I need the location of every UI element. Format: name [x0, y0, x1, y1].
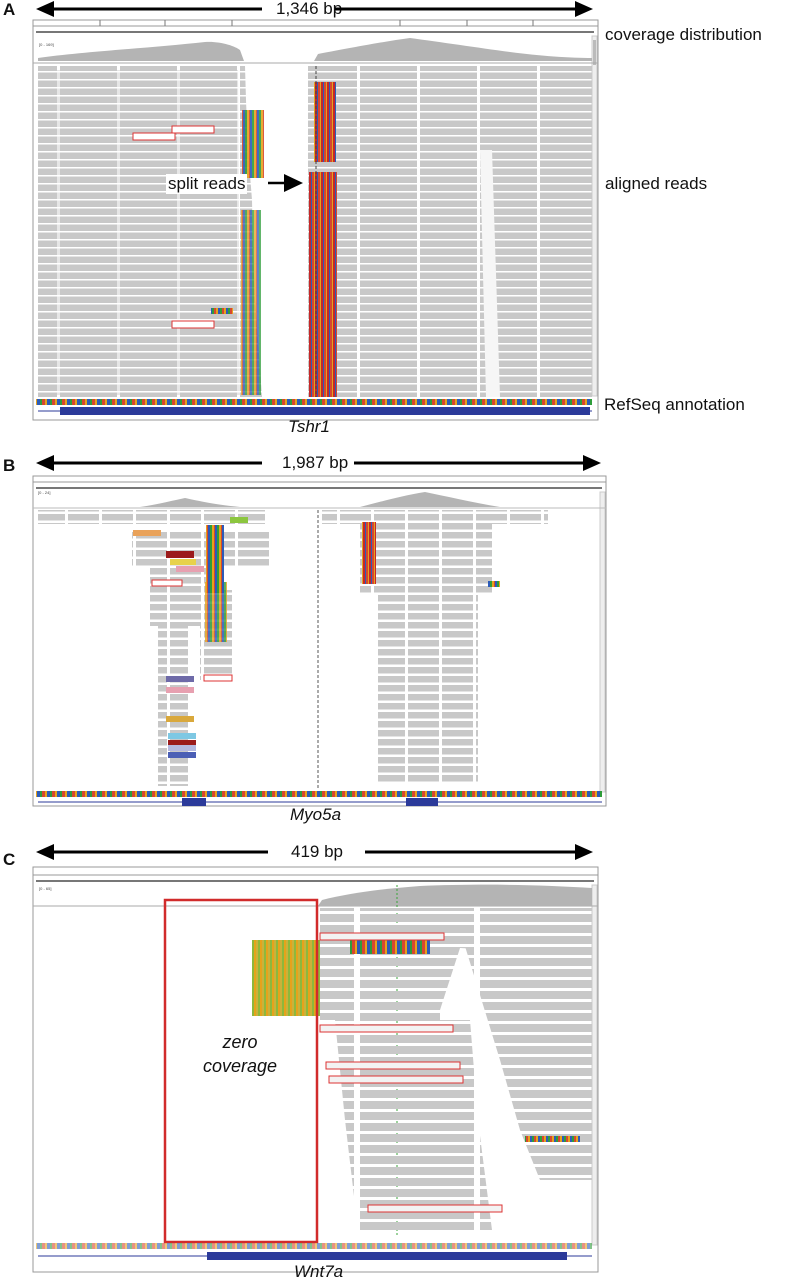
panel-c-zero-word: zero [222, 1032, 258, 1052]
panel-a-reads-right [308, 66, 592, 397]
panel-c-gene-name: Wnt7a [294, 1262, 344, 1281]
panel-b-gene-name: Myo5a [290, 805, 342, 824]
panel-b-igv-frame [32, 475, 607, 807]
panel-c-span-label: 419 bp [285, 842, 349, 862]
panel-b-sequence-track [36, 791, 602, 797]
panel-c-mismatch-read [525, 1136, 580, 1142]
panel-a-outlined-read [171, 125, 215, 134]
panel-c-coverage-track [318, 884, 592, 906]
panel-c-span-arrow [36, 844, 593, 860]
panel-c-split-reads-right [350, 940, 430, 954]
panel-c-range-label: [0 - 65] [39, 886, 52, 891]
panel-a-letter: A [3, 0, 16, 19]
panel-b-split-reads-right [362, 522, 376, 584]
panel-a-split-reads-right-top [314, 82, 336, 162]
panel-b-span-arrow [36, 455, 601, 471]
panel-a-range-label: [0 - 169] [39, 42, 54, 47]
panel-a-split-reads-left [242, 110, 264, 178]
panel-a-coverage-track [38, 38, 592, 61]
panel-b-gene-exon [182, 798, 206, 806]
panel-a-coverage-label: coverage distribution [605, 25, 762, 44]
panel-b-range-label: [0 - 24] [38, 490, 51, 495]
panel-b-reads-left [38, 510, 272, 786]
panel-b-colored-reads [133, 517, 248, 758]
panel-a-span-arrow [36, 1, 593, 17]
panel-a-gene-name: Tshr1 [288, 417, 330, 436]
panel-a-reads-left [38, 66, 262, 397]
panel-b-coverage-track [140, 492, 500, 507]
panel-a-split-reads-right [309, 172, 337, 397]
panel-c-sequence-track [36, 1243, 592, 1249]
panel-c-outlined-reads [319, 932, 503, 1213]
panel-a-split-label: split reads [166, 174, 248, 194]
panel-a-outlined-read [132, 132, 176, 141]
panel-a-ruler-ticks [99, 20, 534, 26]
panel-b-span-label: 1,987 bp [276, 453, 355, 473]
panel-a-mismatch-read [211, 308, 233, 314]
panel-c-zero-coverage-box [163, 898, 319, 1244]
panel-a-reads-label: aligned reads [605, 174, 708, 193]
panel-a-outlined-read [171, 320, 215, 329]
panel-a-sequence-track [36, 399, 592, 405]
panel-a-split-reads-left-lower [241, 210, 261, 395]
panel-c-zero-coverage-label: zero coverage [180, 1030, 300, 1078]
panel-a-annotation-label: RefSeq annotation [604, 395, 745, 414]
panel-c-coverage-word: coverage [202, 1056, 278, 1076]
panel-b-letter: B [3, 456, 16, 475]
panel-c-gene-exon [207, 1252, 567, 1260]
panel-b-reads-right [322, 510, 548, 784]
panel-a-gene-exon [60, 407, 590, 415]
panel-c-split-reads [252, 940, 320, 1016]
panel-b-split-read-green [488, 581, 500, 587]
panel-b-gene-exon [406, 798, 438, 806]
panel-c-letter: C [3, 850, 16, 869]
panel-a-span-label: 1,346 bp [270, 0, 349, 19]
panel-a-split-arrow [268, 174, 303, 192]
